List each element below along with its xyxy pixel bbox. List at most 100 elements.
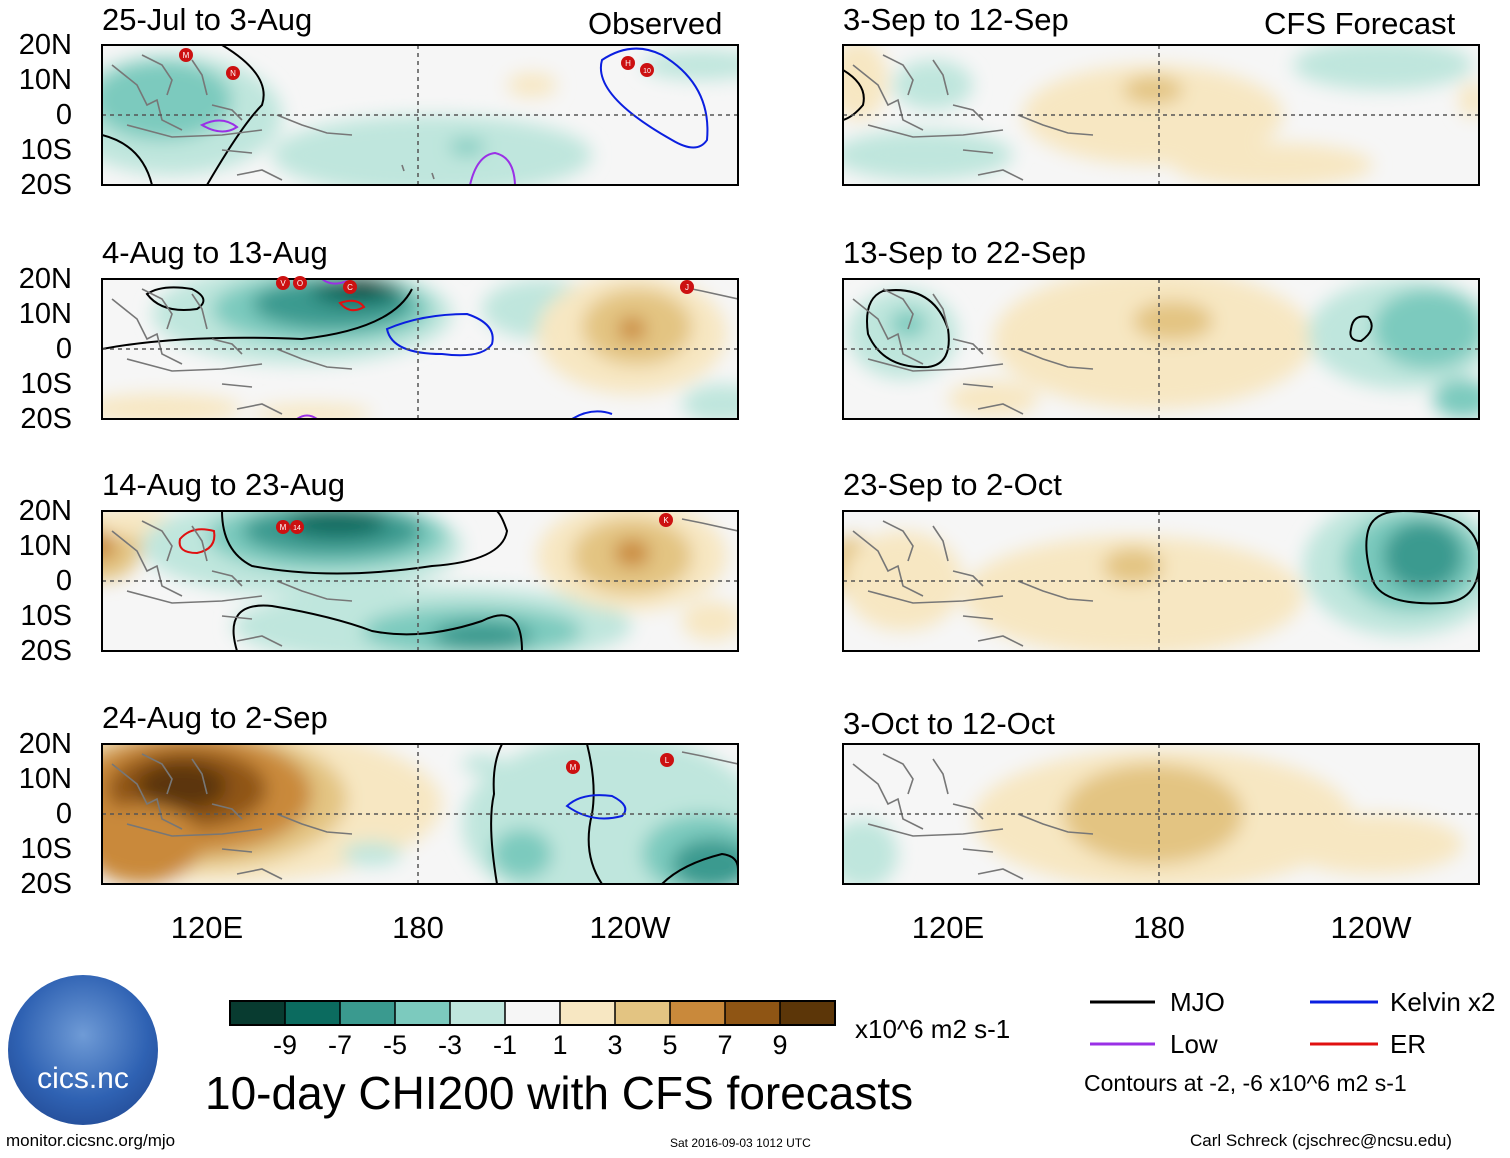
storm-marker: L bbox=[660, 753, 674, 767]
svg-text:V: V bbox=[280, 279, 286, 288]
panel-title: 24-Aug to 2-Sep bbox=[102, 700, 328, 735]
x-tick-label: 120E bbox=[911, 910, 985, 945]
panel-tag-observed: Observed bbox=[588, 6, 723, 41]
colorbar-bin bbox=[670, 1001, 725, 1025]
panel-obs-2 bbox=[101, 278, 739, 420]
storm-marker: M bbox=[566, 760, 580, 774]
x-tick-label: 180 bbox=[392, 910, 444, 945]
svg-text:O: O bbox=[297, 279, 303, 288]
svg-text:N: N bbox=[230, 69, 236, 78]
panel-obs-4 bbox=[101, 743, 739, 885]
x-tick-label: 180 bbox=[1133, 910, 1185, 945]
colorbar-label: -5 bbox=[382, 1030, 407, 1060]
x-tick-label: 120W bbox=[589, 910, 671, 945]
footer-timestamp: Sat 2016-09-03 1012 UTC bbox=[670, 1136, 811, 1150]
svg-text:M: M bbox=[570, 763, 577, 772]
storm-marker: 10 bbox=[640, 63, 654, 77]
colorbar-bin bbox=[285, 1001, 340, 1025]
storm-marker: K bbox=[659, 513, 673, 527]
logo-text: cics.nc bbox=[37, 1062, 129, 1095]
y-tick-label: 20S bbox=[20, 868, 72, 900]
panel-obs-3 bbox=[101, 510, 739, 652]
y-tick-label: 10S bbox=[20, 833, 72, 865]
y-tick-label: 20N bbox=[18, 728, 72, 760]
y-tick-label: 20S bbox=[20, 169, 72, 201]
colorbar-bin bbox=[505, 1001, 560, 1025]
svg-text:J: J bbox=[685, 283, 689, 292]
colorbar-bin bbox=[780, 1001, 835, 1025]
storm-marker: H bbox=[621, 56, 635, 70]
storm-marker: O bbox=[293, 276, 307, 290]
legend-contours-note: Contours at -2, -6 x10^6 m2 s-1 bbox=[1084, 1070, 1407, 1096]
colorbar-bin bbox=[725, 1001, 780, 1025]
storm-marker: V bbox=[276, 276, 290, 290]
colorbar-bin bbox=[615, 1001, 670, 1025]
footer-url: monitor.cicsnc.org/mjo bbox=[6, 1131, 176, 1150]
svg-text:10: 10 bbox=[643, 68, 651, 75]
panel-title: 14-Aug to 23-Aug bbox=[102, 467, 346, 502]
footer-credit: Carl Schreck (cjschrec@ncsu.edu) bbox=[1190, 1131, 1452, 1150]
svg-text:K: K bbox=[663, 516, 669, 525]
panel-fcst-2 bbox=[842, 278, 1480, 420]
y-tick-label: 10S bbox=[20, 600, 72, 632]
colorbar bbox=[229, 1000, 836, 1026]
y-tick-label: 20N bbox=[18, 29, 72, 61]
storm-marker: 14 bbox=[290, 520, 304, 534]
x-tick-label: 120W bbox=[1330, 910, 1412, 945]
y-tick-label: 10S bbox=[20, 134, 72, 166]
colorbar-label: -3 bbox=[437, 1030, 462, 1060]
main-title: 10-day CHI200 with CFS forecasts bbox=[205, 1067, 914, 1119]
svg-text:M: M bbox=[183, 51, 190, 60]
y-tick-label: 20N bbox=[18, 495, 72, 527]
colorbar-label: 5 bbox=[662, 1030, 678, 1060]
colorbar-label: -7 bbox=[327, 1030, 352, 1060]
storm-marker: N bbox=[226, 66, 240, 80]
legend-kelvin: Kelvin x2 bbox=[1390, 987, 1496, 1017]
storm-marker: M bbox=[276, 520, 290, 534]
svg-text:H: H bbox=[625, 59, 631, 68]
panel-title: 3-Sep to 12-Sep bbox=[843, 2, 1069, 37]
y-tick-label: 20S bbox=[20, 403, 72, 435]
y-tick-label: 20S bbox=[20, 635, 72, 667]
y-tick-label: 0 bbox=[55, 565, 72, 597]
colorbar-label: 3 bbox=[607, 1030, 623, 1060]
colorbar-bin bbox=[230, 1001, 285, 1025]
colorbar-bin bbox=[560, 1001, 615, 1025]
legend-er: ER bbox=[1390, 1029, 1427, 1059]
panel-fcst-3 bbox=[842, 510, 1480, 652]
y-tick-label: 0 bbox=[55, 99, 72, 131]
svg-text:L: L bbox=[665, 756, 670, 765]
y-tick-label: 0 bbox=[55, 798, 72, 830]
panel-fcst-4 bbox=[842, 743, 1480, 885]
coastlines bbox=[111, 54, 435, 181]
svg-text:M: M bbox=[280, 523, 287, 532]
panel-title: 23-Sep to 2-Oct bbox=[843, 467, 1062, 502]
panel-title: 3-Oct to 12-Oct bbox=[843, 706, 1055, 741]
panel-fcst-1 bbox=[842, 44, 1480, 186]
colorbar-bin bbox=[340, 1001, 395, 1025]
y-tick-label: 0 bbox=[55, 333, 72, 365]
legend-low: Low bbox=[1170, 1029, 1218, 1059]
colorbar-label: 1 bbox=[552, 1030, 568, 1060]
legend-mjo: MJO bbox=[1170, 987, 1225, 1017]
colorbar-bin bbox=[450, 1001, 505, 1025]
storm-markers: M N H 10 V O C J M 14 K M L bbox=[179, 48, 694, 774]
y-tick-label: 10N bbox=[18, 298, 72, 330]
storm-marker: J bbox=[680, 280, 694, 294]
y-tick-label: 20N bbox=[18, 263, 72, 295]
y-tick-label: 10N bbox=[18, 530, 72, 562]
colorbar-units: x10^6 m2 s-1 bbox=[855, 1014, 1011, 1044]
y-tick-label: 10S bbox=[20, 368, 72, 400]
storm-marker: C bbox=[343, 280, 357, 294]
panel-title: 13-Sep to 22-Sep bbox=[843, 235, 1087, 270]
y-tick-label: 10N bbox=[18, 763, 72, 795]
colorbar-label: 9 bbox=[772, 1030, 788, 1060]
svg-text:C: C bbox=[347, 283, 353, 292]
y-tick-label: 10N bbox=[18, 64, 72, 96]
colorbar-label: -9 bbox=[272, 1030, 297, 1060]
svg-text:14: 14 bbox=[293, 525, 301, 532]
legend-lines bbox=[1090, 1000, 1378, 1046]
panel-obs-1 bbox=[101, 44, 739, 186]
panel-title: 4-Aug to 13-Aug bbox=[102, 235, 328, 270]
